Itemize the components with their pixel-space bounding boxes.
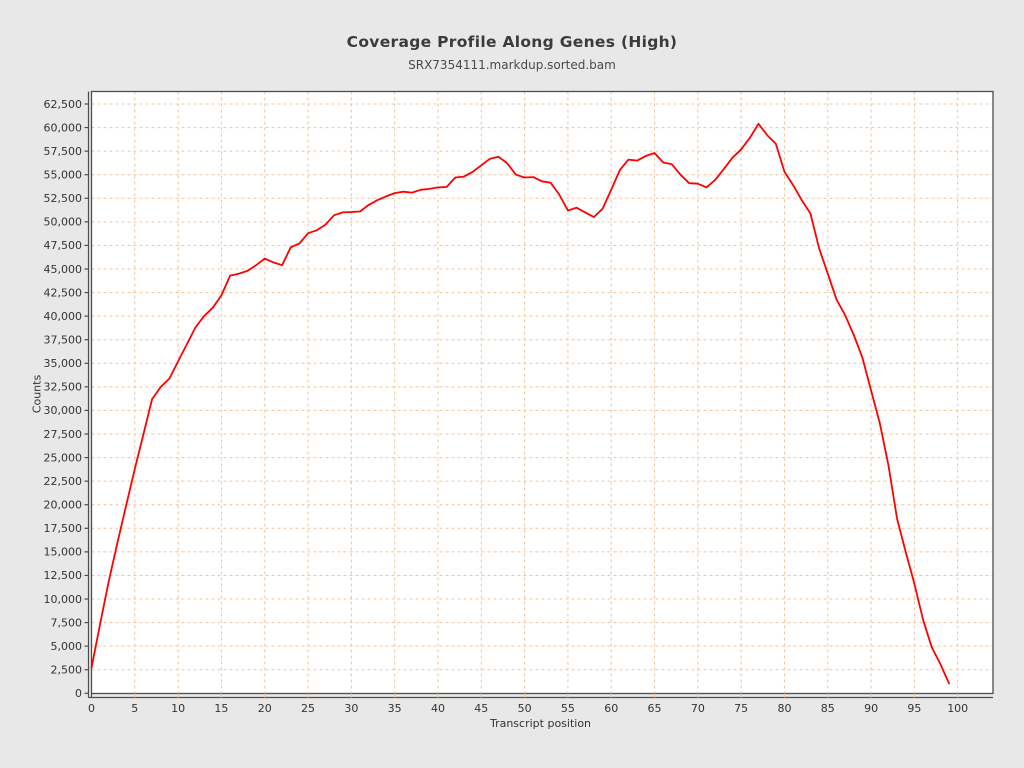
y-tick-label: 32,500	[44, 381, 83, 394]
chart-title: Coverage Profile Along Genes (High)	[346, 33, 678, 51]
y-tick-label: 52,500	[44, 192, 83, 205]
x-tick-label: 85	[821, 702, 835, 715]
y-tick-label: 57,500	[44, 145, 83, 158]
x-tick-label: 95	[907, 702, 921, 715]
y-tick-label: 27,500	[44, 428, 83, 441]
plot-border	[90, 90, 994, 695]
plot-background	[91, 91, 993, 694]
y-tick-label: 12,500	[44, 569, 83, 582]
y-tick-label: 60,000	[44, 121, 83, 134]
x-tick-label: 80	[777, 702, 791, 715]
x-tick-label: 50	[518, 702, 532, 715]
x-tick-label: 65	[648, 702, 662, 715]
x-tick-label: 70	[691, 702, 705, 715]
x-tick-label: 100	[947, 702, 968, 715]
x-tick-label: 45	[474, 702, 488, 715]
x-axis-title: Transcript position	[489, 717, 592, 730]
x-tick-label: 15	[214, 702, 228, 715]
y-tick-label: 47,500	[44, 239, 83, 252]
x-tick-label: 35	[388, 702, 402, 715]
x-tick-label: 30	[344, 702, 358, 715]
y-tick-label: 62,500	[44, 98, 83, 111]
y-tick-label: 2,500	[51, 664, 83, 677]
y-tick-label: 17,500	[44, 522, 83, 535]
x-tick-label: 60	[604, 702, 618, 715]
y-axis-title: Counts	[30, 374, 44, 414]
x-tick-label: 0	[88, 702, 95, 715]
y-tick-label: 7,500	[51, 616, 83, 629]
y-tick-label: 25,000	[44, 451, 83, 464]
chart-subtitle: SRX7354111.markdup.sorted.bam	[408, 58, 616, 72]
y-tick-label: 5,000	[51, 640, 83, 653]
y-tick-label: 50,000	[44, 216, 83, 229]
y-tick-label: 15,000	[44, 546, 83, 559]
y-tick-label: 40,000	[44, 310, 83, 323]
y-tick-label: 10,000	[44, 593, 83, 606]
coverage-line	[90, 122, 950, 685]
y-tick-label: 55,000	[44, 169, 83, 182]
x-tick-label: 5	[131, 702, 138, 715]
y-tick-label: 0	[75, 687, 82, 700]
y-tick-label: 42,500	[44, 286, 83, 299]
y-tick-label: 22,500	[44, 475, 83, 488]
y-tick-label: 20,000	[44, 499, 83, 512]
x-tick-label: 90	[864, 702, 878, 715]
x-tick-label: 10	[171, 702, 185, 715]
x-tick-label: 20	[258, 702, 272, 715]
y-tick-label: 37,500	[44, 334, 83, 347]
y-tick-label: 45,000	[44, 263, 83, 276]
x-tick-label: 25	[301, 702, 315, 715]
x-tick-label: 40	[431, 702, 445, 715]
x-tick-label: 55	[561, 702, 575, 715]
y-tick-label: 30,000	[44, 404, 83, 417]
y-tick-label: 35,000	[44, 357, 83, 370]
x-tick-label: 75	[734, 702, 748, 715]
